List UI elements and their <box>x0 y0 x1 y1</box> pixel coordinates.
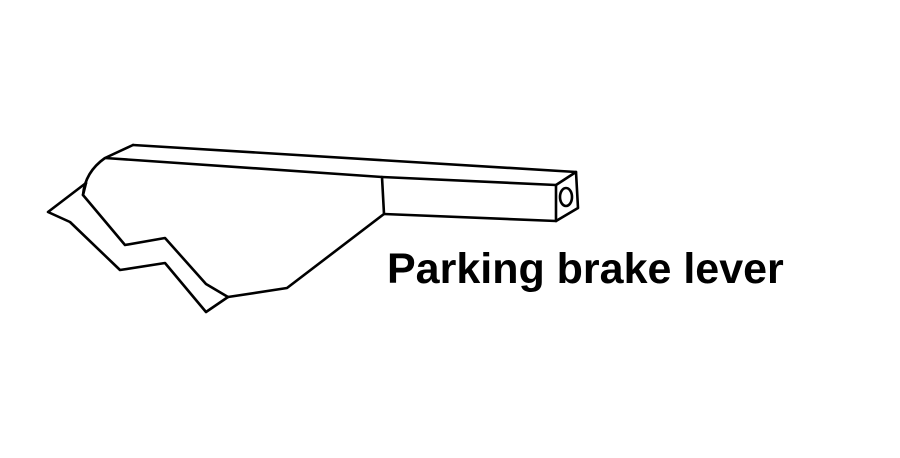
lever-end-hole-icon <box>558 186 574 208</box>
parking-brake-lever-label: Parking brake lever <box>387 245 784 293</box>
lever-top-edge <box>131 143 578 174</box>
lever-base-inner-line <box>81 181 230 299</box>
lever-handle-tube <box>380 170 580 223</box>
lever-housing <box>81 143 386 299</box>
lever-base-outline <box>46 181 230 314</box>
